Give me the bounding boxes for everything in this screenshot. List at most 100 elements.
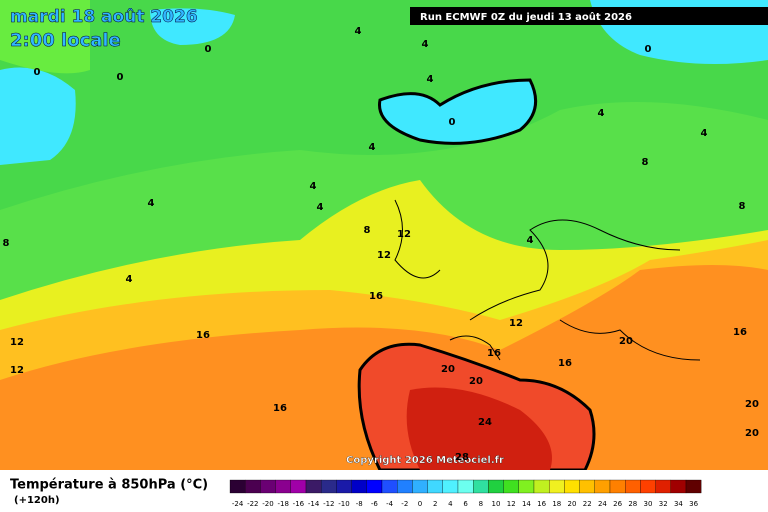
contour-label: 4 (310, 181, 317, 192)
scale-swatch (685, 479, 702, 494)
scale-label: 8 (479, 500, 483, 508)
lead-time: (+120h) (14, 495, 60, 506)
scale-swatch (305, 479, 322, 494)
contour-label: 8 (739, 201, 746, 212)
scale-label: 2 (433, 500, 437, 508)
scale-label: -6 (371, 500, 379, 508)
contour-label: 8 (3, 238, 10, 249)
scale-label: -2 (401, 500, 408, 508)
scale-label: 6 (463, 500, 468, 508)
scale-swatch (412, 479, 428, 494)
scale-swatch (427, 479, 443, 494)
scale-swatch (275, 479, 291, 494)
scale-swatch (260, 479, 276, 494)
contour-label: 4 (701, 128, 708, 139)
scale-label: 32 (659, 500, 668, 508)
scale-label: -4 (386, 500, 394, 508)
contour-label: 4 (598, 108, 605, 119)
contour-label: 0 (645, 44, 652, 55)
scale-swatch (457, 479, 474, 494)
scale-swatch (351, 479, 367, 494)
contour-label: 16 (733, 327, 747, 338)
scale-label: -14 (308, 500, 320, 508)
contour-label: 12 (10, 337, 24, 348)
scale-label: -20 (262, 500, 273, 508)
scale-swatch (290, 479, 307, 494)
scale-label: 28 (628, 500, 637, 508)
contour-label: 4 (427, 74, 434, 85)
scale-label: -18 (277, 500, 288, 508)
contour-label: 12 (397, 229, 411, 240)
run-banner (410, 7, 768, 25)
scale-swatch (321, 479, 337, 494)
cold-patch (150, 8, 235, 46)
contour-label: 4 (527, 235, 534, 246)
scale-swatch (245, 479, 261, 494)
contour-label: 20 (469, 376, 483, 387)
scale-label: 0 (418, 500, 422, 508)
contour-label: 4 (148, 198, 155, 209)
scale-swatch (336, 479, 352, 494)
contour-label: 28 (455, 452, 469, 463)
contour-label: 20 (441, 364, 455, 375)
legend-title: Température à 850hPa (°C) (10, 478, 208, 493)
scale-label: 10 (492, 500, 501, 508)
scale-swatch (473, 479, 489, 494)
warm-patch (0, 0, 90, 74)
scale-label: 24 (598, 500, 607, 508)
scale-swatch (488, 479, 504, 494)
contour-label: 4 (317, 202, 324, 213)
scale-label: 22 (583, 500, 592, 508)
contour-label: 12 (509, 318, 523, 329)
forecast-date: mardi 18 août 2026 (10, 7, 198, 27)
run-info: Run ECMWF 0Z du jeudi 13 août 2026 (420, 11, 632, 23)
scale-label: 12 (507, 500, 516, 508)
scale-swatch (625, 479, 641, 494)
scale-label: -8 (356, 500, 363, 508)
contour-label: 4 (369, 142, 376, 153)
cold-patch (378, 78, 538, 145)
contour-label: 20 (619, 336, 633, 347)
scale-label: 34 (674, 500, 683, 508)
scale-label: 16 (537, 500, 546, 508)
contour-label: 0 (449, 117, 456, 128)
contour-label: 4 (422, 39, 429, 50)
scale-label: -22 (247, 500, 258, 508)
scale-label: 30 (644, 500, 653, 508)
contour-label: 20 (745, 428, 759, 439)
scale-swatch (503, 479, 519, 494)
scale-swatch (670, 479, 687, 494)
contour-label: 0 (205, 44, 212, 55)
scale-label: -16 (293, 500, 305, 508)
scale-swatch (397, 479, 413, 494)
forecast-time: 2:00 locale (10, 30, 121, 51)
cold-patch (0, 67, 76, 165)
scale-swatch (655, 479, 671, 494)
scale-swatch (594, 479, 611, 494)
scale-swatch (640, 479, 656, 494)
scale-swatch (579, 479, 595, 494)
contour-label: 16 (273, 403, 287, 414)
contour-label: 16 (369, 291, 383, 302)
contour-label: 4 (126, 274, 133, 285)
scale-label: 14 (522, 500, 531, 508)
contour-label: 0 (34, 67, 41, 78)
contour-label: 16 (487, 348, 501, 359)
scale-label: 4 (448, 500, 453, 508)
contour-label: 0 (117, 72, 124, 83)
scale-swatch (229, 479, 246, 494)
scale-label: 26 (613, 500, 622, 508)
contour-label: 12 (10, 365, 24, 376)
coastline (394, 199, 701, 361)
copyright: Copyright 2026 Meteociel.fr (346, 455, 504, 466)
scale-swatch (549, 479, 565, 494)
contour-label: 16 (558, 358, 572, 369)
scale-swatch (609, 479, 626, 494)
contour-label: 4 (355, 26, 362, 37)
extreme-region (406, 387, 552, 470)
scale-swatch (366, 479, 383, 494)
scale-label: 36 (689, 500, 698, 508)
contour-label: 16 (196, 330, 210, 341)
scale-label: -24 (232, 500, 244, 508)
